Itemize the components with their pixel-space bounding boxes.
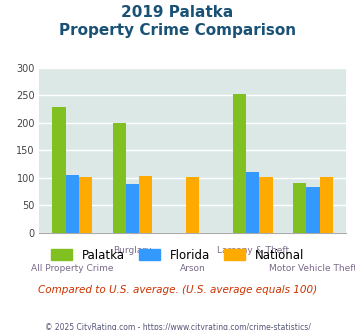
Bar — [52, 107, 66, 233]
Text: Compared to U.S. average. (U.S. average equals 100): Compared to U.S. average. (U.S. average … — [38, 285, 317, 295]
Bar — [66, 176, 79, 233]
Text: Property Crime Comparison: Property Crime Comparison — [59, 23, 296, 38]
Text: Arson: Arson — [180, 264, 206, 273]
Bar — [260, 177, 273, 233]
Legend: Palatka, Florida, National: Palatka, Florida, National — [46, 244, 309, 266]
Text: Larceny & Theft: Larceny & Theft — [217, 246, 289, 255]
Bar — [186, 177, 199, 233]
Bar — [139, 176, 152, 233]
Text: © 2025 CityRating.com - https://www.cityrating.com/crime-statistics/: © 2025 CityRating.com - https://www.city… — [45, 323, 310, 330]
Bar — [293, 183, 306, 233]
Text: 2019 Palatka: 2019 Palatka — [121, 5, 234, 20]
Bar — [113, 123, 126, 233]
Bar — [233, 94, 246, 233]
Bar — [126, 184, 139, 233]
Text: All Property Crime: All Property Crime — [31, 264, 113, 273]
Text: Burglary: Burglary — [113, 246, 152, 255]
Bar — [246, 172, 260, 233]
Bar — [320, 177, 333, 233]
Bar — [306, 187, 320, 233]
Text: Motor Vehicle Theft: Motor Vehicle Theft — [269, 264, 355, 273]
Bar — [79, 177, 92, 233]
